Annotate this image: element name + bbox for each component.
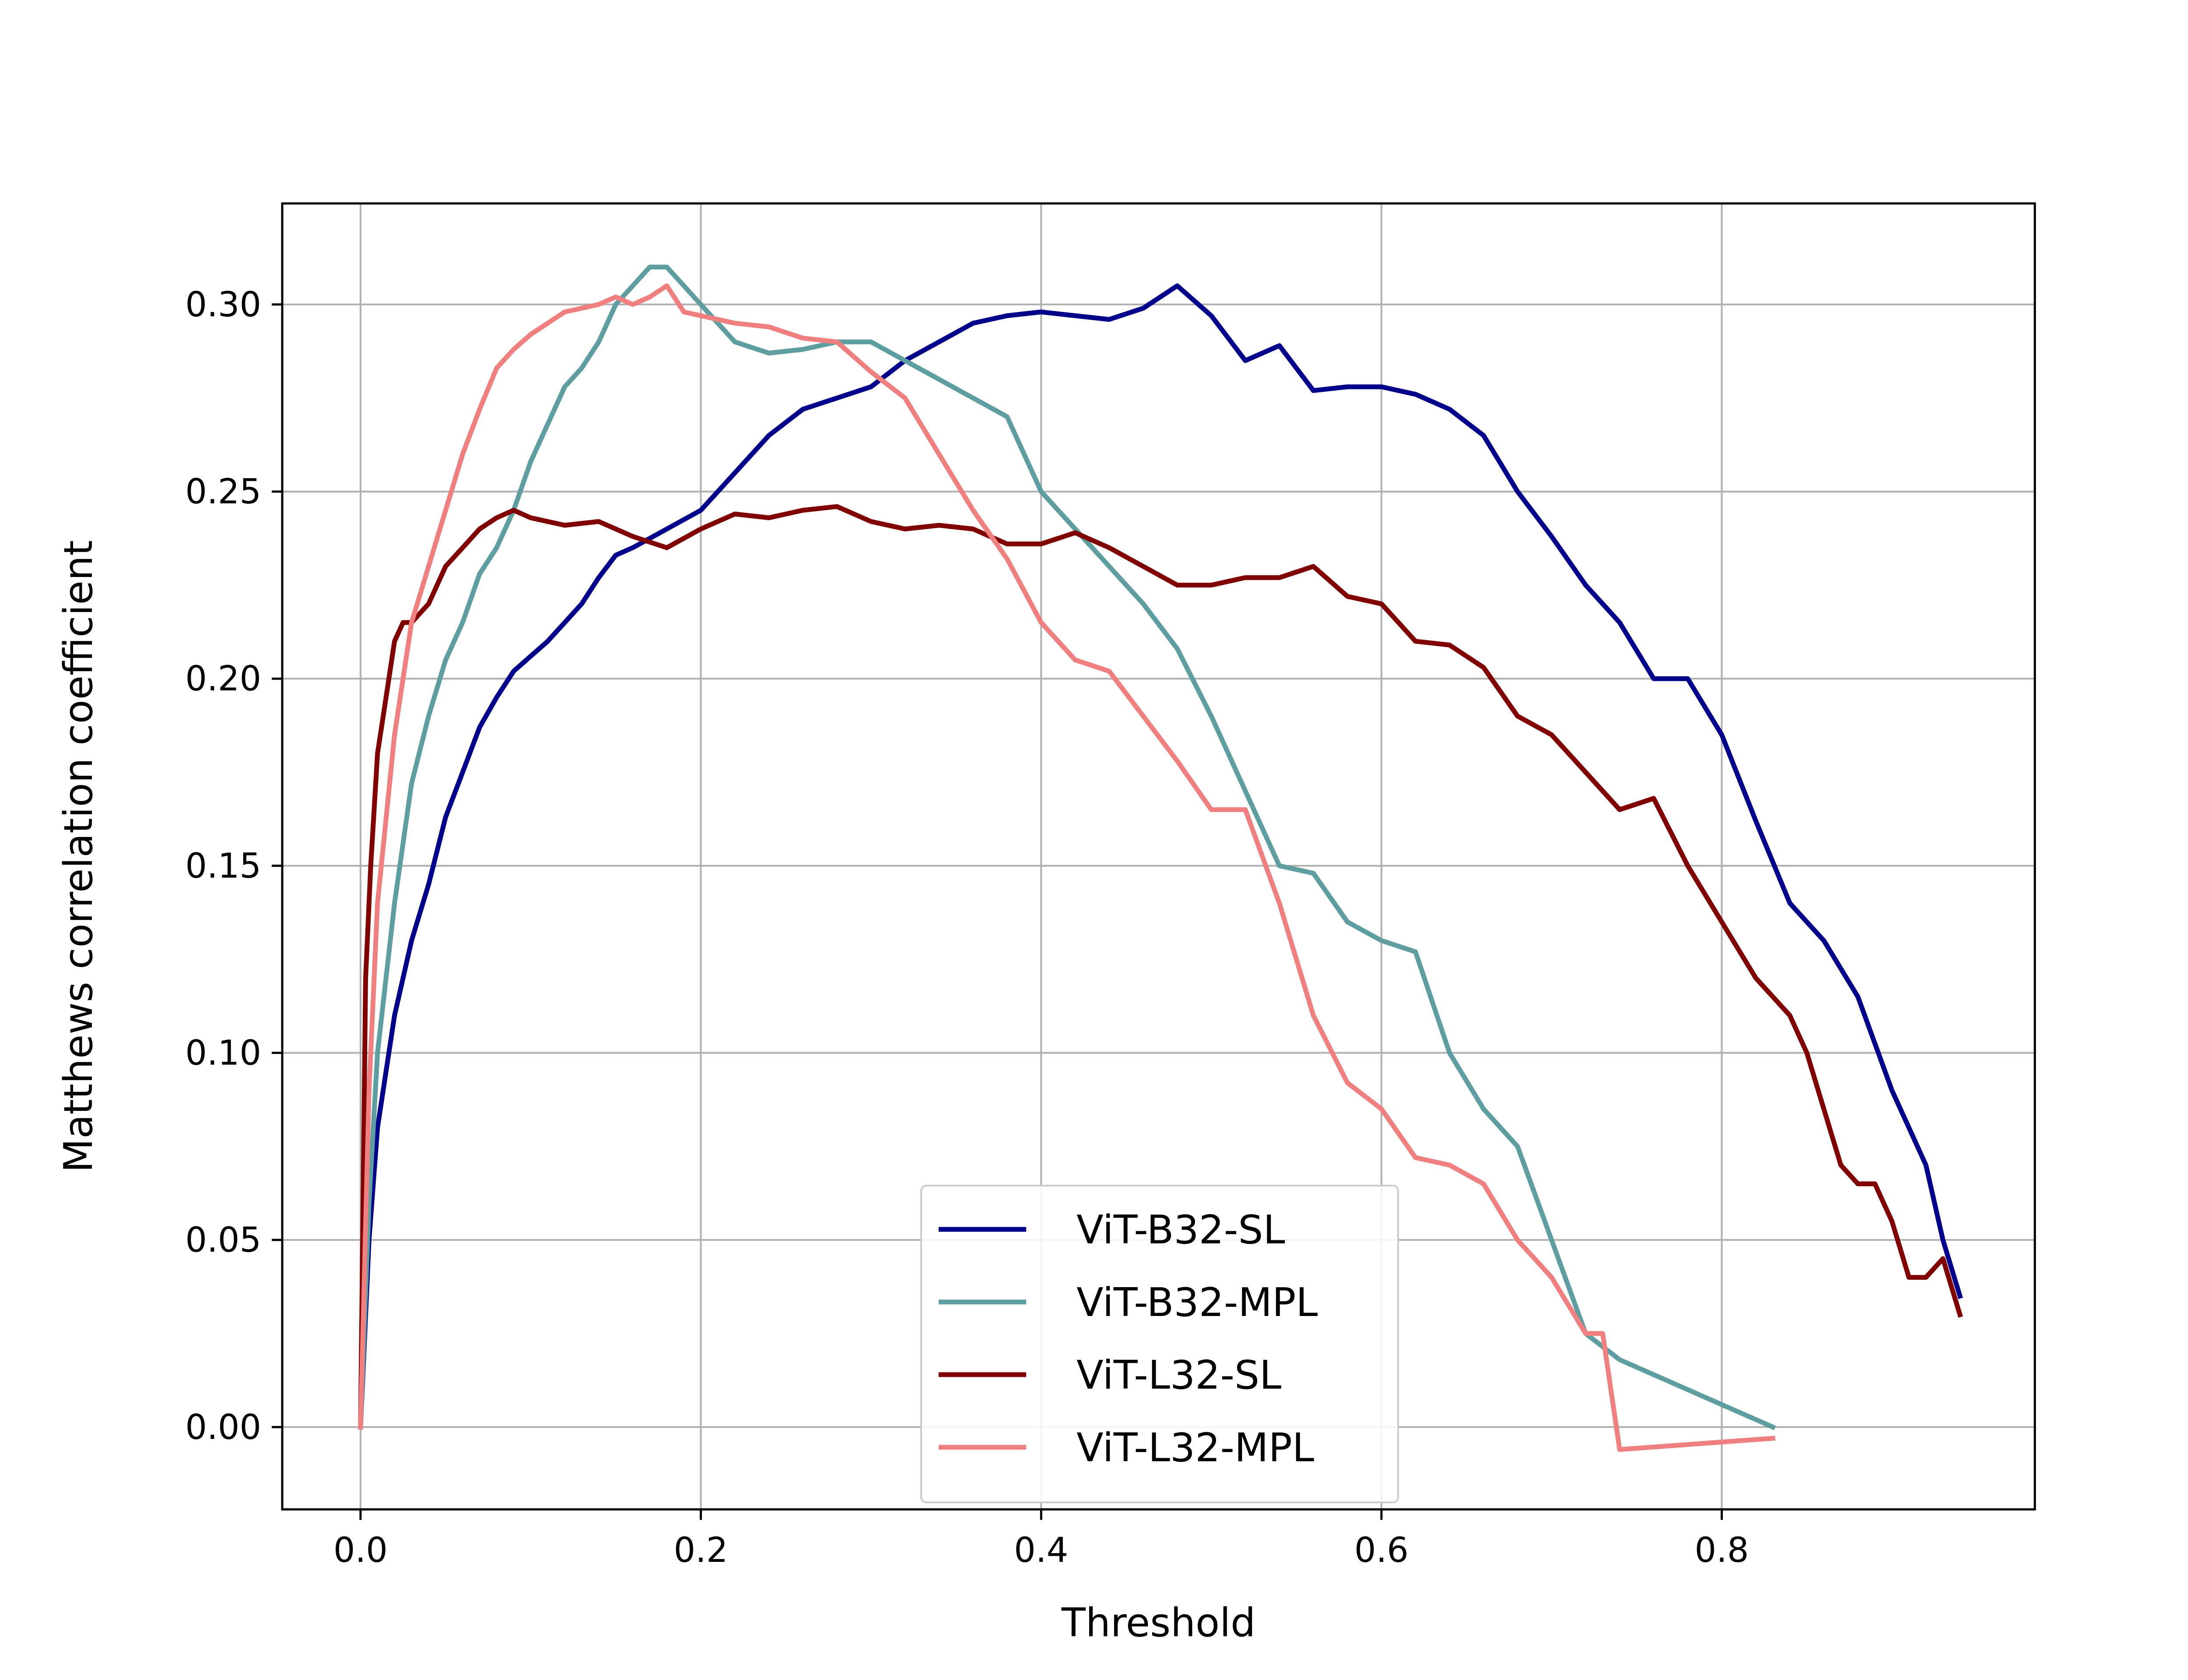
y-tick-label: 0.05 — [185, 1221, 261, 1260]
plot-frame — [281, 202, 2036, 1511]
y-tick-label: 0.00 — [185, 1408, 261, 1447]
y-tick-label: 0.10 — [185, 1034, 261, 1073]
x-tick-label: 0.8 — [1695, 1531, 1749, 1570]
legend-label: ViT-B32-SL — [1076, 1207, 1285, 1253]
y-tick-label: 0.30 — [185, 285, 261, 325]
series-line-vit-l32-mpl — [358, 283, 1776, 1452]
series-line-vit-l32-sl — [358, 504, 1963, 1430]
legend-label: ViT-B32-MPL — [1076, 1280, 1318, 1326]
y-tick-label: 0.15 — [185, 847, 261, 886]
x-tick-label: 0.0 — [333, 1531, 388, 1570]
legend-label: ViT-L32-SL — [1076, 1352, 1281, 1398]
axis-ticks: 0.0 0.2 0.4 0.6 0.8 0.00 0.05 0.10 0.15 0.20 0.25 0… — [185, 285, 1749, 1570]
series-line-vit-b32-mpl — [358, 264, 1776, 1431]
series-lines — [358, 264, 1963, 1452]
y-tick-label: 0.20 — [185, 659, 261, 699]
x-tick-label: 0.2 — [674, 1531, 728, 1570]
legend: ViT-B32-SL ViT-B32-MPL ViT-L32-SL ViT-L32-M… — [920, 1185, 1399, 1503]
y-tick-label: 0.25 — [185, 472, 261, 512]
gridlines — [282, 203, 2035, 1509]
legend-label: ViT-L32-MPL — [1076, 1425, 1314, 1471]
x-tick-label: 0.6 — [1354, 1531, 1409, 1570]
legend-box — [920, 1185, 1399, 1503]
x-axis-label: Threshold — [1061, 1600, 1256, 1646]
y-axis-label: Matthews correlation coefficient — [56, 540, 102, 1173]
series-line-vit-b32-sl — [358, 283, 1963, 1430]
x-tick-label: 0.4 — [1014, 1531, 1068, 1570]
